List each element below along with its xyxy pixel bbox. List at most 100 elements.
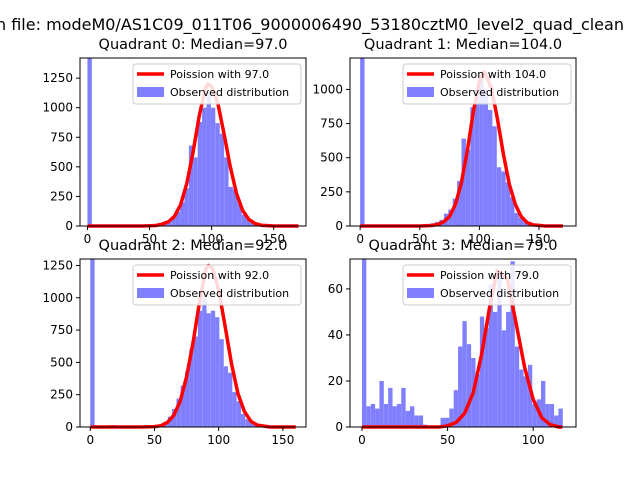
quadrant-2-legend-box — [132, 264, 302, 306]
q3-hist-bar — [492, 311, 498, 427]
q1-hist-bar — [474, 89, 480, 226]
q3-hist-bar — [418, 415, 424, 427]
q3-hist-bar — [414, 415, 419, 427]
q3-hist-bar — [549, 403, 555, 427]
q3-hist-bar — [523, 376, 528, 427]
q0-hist-bar — [224, 157, 229, 226]
q0-hist-bar — [232, 189, 238, 226]
quadrant-3-legend-hist-swatch — [407, 288, 434, 298]
q0-y-tick-label: 750 — [50, 130, 73, 144]
quadrant-1-legend-box — [402, 63, 572, 105]
q3-hist-bar — [501, 330, 507, 427]
q2-y-tick-label: 750 — [50, 323, 73, 337]
q0-y-tick-label: 0 — [65, 219, 73, 233]
quadrant-3-frame — [349, 258, 577, 428]
q2-hist-bar — [236, 401, 241, 427]
q2-y-tick-label: 0 — [65, 420, 73, 434]
q3-hist-bar — [405, 410, 411, 427]
quadrant-3-legend: Poission with 79.0 Observed distribution — [402, 264, 572, 306]
q1-hist-bar — [487, 109, 493, 226]
q0-hist-bar — [180, 202, 185, 226]
q1-y-tick-label: 0 — [335, 219, 343, 233]
q2-hist-bar — [90, 259, 95, 427]
q0-x-tick-label: 50 — [142, 232, 157, 246]
q3-hist-bar — [540, 380, 546, 427]
q0-x-tick-label: 0 — [84, 232, 92, 246]
q1-hist-bar — [457, 180, 462, 226]
q3-y-tick-label: 0 — [335, 420, 343, 434]
quadrant-0-panel: Quadrant 0: Median=97.0 0 50 100 150 0 250 500… — [42, 37, 307, 246]
q3-hist-bar — [479, 316, 485, 427]
quadrant-0-legend-fit-label: Poission with 97.0 — [170, 68, 269, 81]
q2-hist-bar — [215, 317, 220, 427]
q3-hist-bar — [545, 403, 550, 427]
q3-hist-bar — [532, 403, 537, 427]
quadrant-1-legend-hist-label: Observed distribution — [440, 86, 559, 99]
q2-hist-bar — [176, 398, 181, 427]
q0-hist-bar — [246, 218, 251, 226]
q3-hist-bar — [497, 275, 502, 427]
quadrant-3-panel: Quadrant 3: Median=79.0 0 50 100 0 20 40 60 Po… — [328, 238, 577, 447]
quadrant-2-legend-hist-swatch — [137, 288, 164, 298]
q3-x-tick-label: 0 — [358, 433, 366, 447]
q2-hist-bar — [232, 392, 237, 427]
q1-x-tick-label: 50 — [412, 232, 427, 246]
q1-y-tick-label: 1000 — [312, 82, 343, 96]
quadrant-1-legend-hist-swatch — [407, 87, 434, 97]
q0-hist-bar — [193, 157, 198, 226]
q1-y-tick-label: 500 — [320, 151, 343, 165]
q3-y-tick-label: 20 — [328, 374, 343, 388]
quadrant-1-legend-fit-label: Poission with 104.0 — [440, 68, 546, 81]
q2-hist-bar — [210, 310, 216, 427]
q1-hist-bar — [505, 182, 511, 226]
q2-hist-bar — [249, 421, 254, 427]
quadrant-0-legend-box — [132, 63, 302, 105]
quadrant-3-legend-hist-label: Observed distribution — [440, 287, 559, 300]
quadrant-2-legend-hist-label: Observed distribution — [170, 287, 289, 300]
quadrant-0-legend: Poission with 97.0 Observed distribution — [132, 63, 302, 105]
q0-hist-bar — [166, 222, 172, 226]
q0-hist-bar — [219, 133, 225, 226]
q0-hist-bar — [175, 211, 181, 226]
q1-hist-bar — [514, 213, 519, 226]
q2-x-tick-label: 100 — [207, 433, 230, 447]
q0-hist-bar — [215, 123, 220, 226]
q3-hist-bar — [453, 390, 459, 427]
q1-hist-bar — [518, 217, 524, 226]
q3-hist-bar — [361, 259, 367, 427]
q0-y-tick-label: 1250 — [42, 71, 73, 85]
q1-y-tick-label: 250 — [320, 185, 343, 199]
quadrant-3-legend-box — [402, 264, 572, 306]
q3-y-tick-label: 40 — [328, 328, 343, 342]
q0-hist-bar — [188, 145, 194, 226]
q0-hist-bar — [210, 107, 216, 226]
q3-hist-bar — [514, 346, 520, 427]
q2-hist-bar — [197, 310, 203, 427]
q3-hist-bar — [510, 261, 515, 427]
quadrant-2-frame — [79, 258, 307, 428]
figure-suptitle: n file: modeM0/AS1C09_011T06_9000006490_… — [0, 15, 624, 35]
q3-hist-bar — [444, 417, 450, 427]
q3-hist-bar — [370, 403, 376, 427]
q0-hist-bar — [206, 93, 211, 227]
q1-y-tick-label: 750 — [320, 117, 343, 131]
q1-hist-bar — [479, 75, 484, 226]
q0-hist-bar — [241, 214, 247, 226]
q3-hist-bar — [383, 403, 389, 427]
q2-hist-bar — [202, 297, 207, 427]
q3-hist-bar — [458, 346, 463, 427]
quadrant-0-title: Quadrant 0: Median=97.0 — [99, 37, 288, 53]
quadrant-0-legend-hist-label: Observed distribution — [170, 86, 289, 99]
q3-hist-bar — [554, 415, 559, 427]
q1-hist-bar — [465, 149, 471, 226]
q2-x-tick-label: 150 — [271, 433, 294, 447]
q2-hist-bar — [206, 313, 211, 427]
q2-hist-bar — [193, 336, 198, 427]
q3-hist-bar — [396, 403, 402, 427]
q2-hist-bar — [228, 372, 233, 427]
q2-hist-bar — [240, 414, 246, 427]
q3-hist-bar — [375, 408, 380, 427]
q2-x-tick-label: 0 — [86, 433, 94, 447]
q3-hist-bar — [388, 387, 393, 427]
q3-hist-bar — [484, 328, 489, 427]
